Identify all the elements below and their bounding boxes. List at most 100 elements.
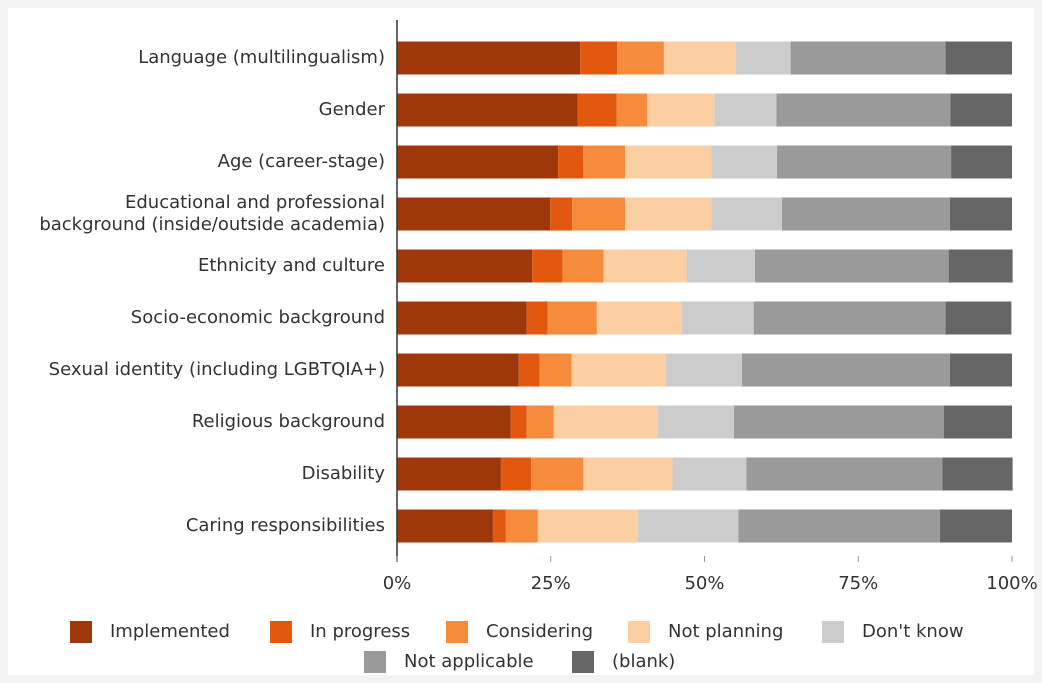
- bar-segment: [505, 509, 538, 543]
- bar-segment: [397, 145, 559, 179]
- y-tick-label: Gender: [319, 99, 386, 120]
- bar-segment: [553, 405, 658, 439]
- bar-segment: [754, 249, 949, 283]
- x-tick-label: 50%: [684, 573, 724, 594]
- bar-segment: [686, 249, 755, 283]
- bar-segment: [940, 509, 1012, 543]
- bar-segment: [647, 93, 715, 127]
- bar-segment: [510, 405, 527, 439]
- bar-segment: [638, 509, 739, 543]
- legend-label: In progress: [310, 621, 410, 642]
- legend-swatch: [822, 621, 844, 643]
- bar-segment: [562, 249, 604, 283]
- y-tick-label: Religious background: [192, 411, 385, 432]
- bar-segment: [583, 145, 626, 179]
- bar-segment: [397, 301, 527, 335]
- legend-swatch: [364, 651, 386, 673]
- bar-segment: [526, 301, 548, 335]
- y-tick-label: Age (career-stage): [218, 151, 385, 172]
- y-tick-label: Sexual identity (including LGBTQIA+): [49, 359, 385, 380]
- bar-segment: [526, 405, 554, 439]
- y-tick-label: Socio-economic background: [131, 307, 385, 328]
- bar-segment: [776, 93, 951, 127]
- bar-segment: [942, 457, 1013, 491]
- bar-segment: [532, 249, 563, 283]
- y-tick-label: Educational and professional background (…: [39, 192, 385, 235]
- legend-label: Don't know: [862, 621, 964, 642]
- bar-segment: [665, 353, 743, 387]
- bar-segment: [537, 509, 639, 543]
- bar-segment: [558, 145, 584, 179]
- bar-segment: [753, 301, 946, 335]
- bar-segment: [943, 405, 1012, 439]
- x-tick-label: 0%: [383, 573, 412, 594]
- bar-segment: [625, 197, 712, 231]
- bar-segment: [950, 93, 1012, 127]
- legend-label: Implemented: [110, 621, 230, 642]
- bar-segment: [397, 41, 581, 75]
- bar-segment: [949, 197, 1012, 231]
- legend-swatch: [628, 621, 650, 643]
- bar-segment: [777, 145, 952, 179]
- bar-segment: [580, 41, 618, 75]
- bar-segment: [657, 405, 735, 439]
- y-tick-label: Caring responsibilities: [186, 515, 385, 536]
- bar-segment: [681, 301, 754, 335]
- bar-segment: [742, 353, 950, 387]
- bar-segment: [531, 457, 584, 491]
- bar-segment: [945, 41, 1012, 75]
- bar-segment: [616, 93, 648, 127]
- bar-segment: [397, 197, 551, 231]
- bar-segment: [596, 301, 682, 335]
- bar-segment: [518, 353, 540, 387]
- bar-segment: [397, 405, 511, 439]
- legend-label: Not planning: [668, 621, 783, 642]
- bar-segment: [617, 41, 664, 75]
- bar-segment: [711, 145, 778, 179]
- legend-swatch: [70, 621, 92, 643]
- bar-segment: [550, 197, 573, 231]
- bar-segment: [781, 197, 950, 231]
- legend-label: Considering: [486, 621, 593, 642]
- bar-segment: [500, 457, 532, 491]
- bar-segment: [571, 353, 666, 387]
- bar-segment: [790, 41, 946, 75]
- bar-segment: [949, 353, 1012, 387]
- bar-segment: [711, 197, 782, 231]
- bar-segment: [397, 93, 578, 127]
- bar-segment: [735, 41, 791, 75]
- bar-segment: [492, 509, 506, 543]
- bar-segment: [547, 301, 597, 335]
- legend-label: (blank): [612, 651, 675, 672]
- bar-segment: [951, 145, 1012, 179]
- legend-label: Not applicable: [404, 651, 534, 672]
- bar-segment: [714, 93, 777, 127]
- bar-segment: [948, 249, 1013, 283]
- bar-segment: [583, 457, 673, 491]
- bar-segment: [663, 41, 736, 75]
- legend-swatch: [572, 651, 594, 673]
- legend-swatch: [446, 621, 468, 643]
- x-tick-label: 75%: [838, 573, 878, 594]
- bar-segment: [397, 509, 493, 543]
- bar-segment: [572, 197, 626, 231]
- bar-segment: [945, 301, 1012, 335]
- bar-segment: [746, 457, 943, 491]
- bar-segment: [734, 405, 944, 439]
- x-tick-label: 25%: [531, 573, 571, 594]
- bar-segment: [603, 249, 687, 283]
- bar-segment: [738, 509, 941, 543]
- y-tick-label: Ethnicity and culture: [198, 255, 385, 276]
- bar-segment: [397, 249, 533, 283]
- y-tick-label: Disability: [302, 463, 386, 484]
- bar-segment: [539, 353, 572, 387]
- legend-swatch: [270, 621, 292, 643]
- bar-segment: [672, 457, 747, 491]
- bar-segment: [397, 353, 519, 387]
- y-tick-label: Language (multilingualism): [138, 47, 385, 68]
- bar-segment: [625, 145, 712, 179]
- bar-segment: [397, 457, 501, 491]
- x-tick-label: 100%: [986, 573, 1037, 594]
- bar-segment: [577, 93, 617, 127]
